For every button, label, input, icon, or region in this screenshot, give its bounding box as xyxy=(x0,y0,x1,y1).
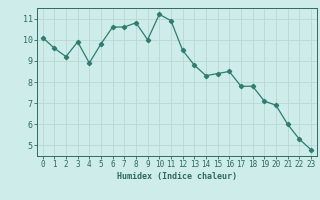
X-axis label: Humidex (Indice chaleur): Humidex (Indice chaleur) xyxy=(117,172,237,181)
